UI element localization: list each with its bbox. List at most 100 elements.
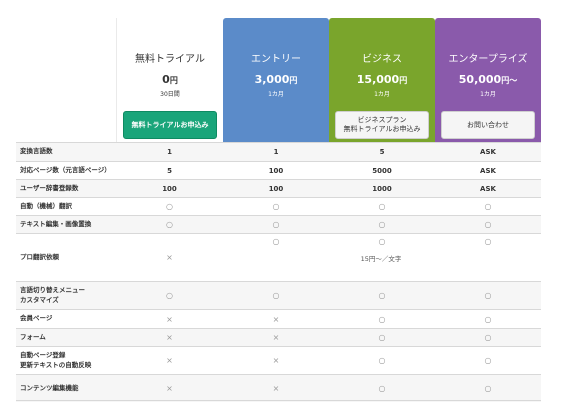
feature-label: 自動ページ登録 更新テキストの自動反映: [20, 347, 91, 374]
available-mark: ○: [272, 202, 280, 211]
plan-period: 1カ月: [268, 91, 284, 98]
button-label: 無料トライアルお申込み: [131, 120, 209, 129]
table-row: 言語切り替えメニュー カスタマイズ ○ ○ ○ ○: [16, 281, 541, 309]
available-mark: ○: [378, 333, 386, 342]
feature-label-line: 自動（機械）翻訳: [20, 201, 72, 210]
price-unit: 円: [169, 76, 178, 85]
button-label-line1: ビジネスプラン: [357, 116, 407, 125]
contact-button[interactable]: お問い合わせ: [441, 111, 535, 139]
feature-label-line: ユーザー辞書登録数: [20, 183, 79, 192]
feature-label: プロ翻訳依頼: [20, 234, 59, 281]
unavailable-mark: ×: [166, 253, 173, 262]
available-mark: ○: [484, 220, 492, 229]
plan-free-trial: 無料トライアル 0円 30日間 無料トライアルお申込み: [116, 18, 223, 142]
plan-name: エントリー: [251, 54, 301, 65]
table-row: フォーム × × ○ ○: [16, 328, 541, 346]
available-mark: ○: [484, 356, 492, 365]
unavailable-mark: ×: [272, 333, 280, 342]
available-mark: ○: [166, 291, 173, 300]
unavailable-mark: ×: [166, 384, 173, 393]
free-trial-apply-button[interactable]: 無料トライアルお申込み: [123, 111, 217, 139]
table-row: コンテンツ編集機能 × × ○ ○: [16, 374, 541, 402]
pro-translation-price-note: 15円〜／文字: [228, 249, 534, 267]
table-row: テキスト編集・画像置換 ○ ○ ○ ○: [16, 215, 541, 233]
feature-value: ASK: [480, 166, 496, 175]
available-mark: ○: [166, 220, 173, 229]
available-mark: ○: [378, 220, 386, 229]
table-row: 変換言語数 1 1 5 ASK: [16, 142, 541, 161]
plan-price: 3,000円: [223, 73, 329, 86]
price-unit: 円〜: [501, 76, 518, 85]
feature-label-line: 会員ページ: [20, 314, 53, 323]
feature-value: 100: [268, 166, 284, 175]
available-mark: ○: [272, 237, 280, 246]
price-unit: 円: [399, 76, 408, 85]
price-value: 0: [162, 73, 170, 86]
feature-label-line: コンテンツ編集機能: [20, 383, 79, 392]
available-mark: ○: [272, 220, 280, 229]
available-mark: ○: [484, 314, 492, 324]
business-trial-apply-button[interactable]: ビジネスプラン 無料トライアルお申込み: [335, 111, 429, 139]
available-mark: ○: [378, 291, 386, 300]
feature-value: 100: [268, 184, 284, 193]
feature-value: 5: [167, 166, 172, 175]
feature-label-line: 変換言語数: [20, 147, 53, 156]
feature-label-line: カスタマイズ: [20, 295, 59, 304]
feature-value: 5: [379, 148, 385, 156]
plan-period: 1カ月: [480, 91, 496, 98]
feature-label: テキスト編集・画像置換: [20, 216, 91, 233]
price-value: 15,000: [356, 73, 400, 86]
plan-name: ビジネス: [362, 54, 402, 65]
feature-label-line: 自動ページ登録: [20, 351, 66, 360]
unavailable-mark: ×: [272, 384, 280, 393]
button-label-line2: 無料トライアルお申込み: [343, 125, 421, 133]
unavailable-mark: ×: [272, 356, 280, 365]
feature-label-line: プロ翻訳依頼: [20, 252, 59, 261]
plan-entry: エントリー 3,000円 1カ月: [223, 18, 329, 142]
feature-value: ASK: [480, 148, 496, 156]
feature-value: ASK: [480, 184, 496, 193]
plan-name: 無料トライアル: [135, 54, 205, 65]
table-row: 自動ページ登録 更新テキストの自動反映 × × ○ ○: [16, 346, 541, 374]
price-value: 50,000: [458, 73, 502, 86]
feature-label: ユーザー辞書登録数: [20, 180, 78, 197]
available-mark: ○: [484, 202, 492, 211]
feature-label-line: 対応ページ数（元言語ページ）: [20, 165, 111, 174]
feature-label-line: フォーム: [20, 332, 46, 341]
feature-value: 1: [273, 148, 279, 156]
feature-label: 変換言語数: [20, 143, 53, 161]
feature-label-line: 言語切り替えメニュー: [20, 286, 85, 295]
feature-label-line: 更新テキストの自動反映: [20, 360, 92, 369]
unavailable-mark: ×: [272, 314, 280, 324]
plan-price: 0円: [117, 73, 223, 86]
price-value: 3,000: [254, 73, 290, 86]
plan-period: 30日間: [160, 91, 180, 98]
feature-value: 5000: [372, 166, 392, 175]
unavailable-mark: ×: [166, 314, 173, 324]
feature-label: 言語切り替えメニュー カスタマイズ: [20, 282, 85, 309]
available-mark: ○: [484, 237, 492, 246]
available-mark: ○: [378, 237, 386, 246]
feature-label: 自動（機械）翻訳: [20, 198, 72, 215]
plan-period: 1カ月: [374, 91, 390, 98]
feature-label: 対応ページ数（元言語ページ）: [20, 162, 111, 179]
feature-label-line: テキスト編集・画像置換: [20, 219, 92, 228]
available-mark: ○: [378, 384, 386, 393]
table-bottom-divider: [16, 400, 541, 401]
feature-label: 会員ページ: [20, 310, 52, 328]
table-row: 対応ページ数（元言語ページ） 5 100 5000 ASK: [16, 161, 541, 179]
available-mark: ○: [484, 291, 492, 300]
feature-value: 100: [162, 184, 177, 193]
table-row: プロ翻訳依頼 × ○ ○ ○ 15円〜／文字: [16, 233, 541, 281]
available-mark: ○: [166, 202, 173, 211]
feature-comparison-table: 変換言語数 1 1 5 ASK 対応ページ数（元言語ページ） 5 100 5000 ASK ユーザー…: [16, 142, 541, 402]
available-mark: ○: [378, 314, 386, 324]
table-row: ユーザー辞書登録数 100 100 1000 ASK: [16, 179, 541, 197]
feature-value: 1: [167, 148, 172, 156]
available-mark: ○: [484, 384, 492, 393]
feature-label: コンテンツ編集機能: [20, 375, 79, 402]
button-label: お問い合わせ: [467, 120, 509, 129]
available-mark: ○: [272, 291, 280, 300]
available-mark: ○: [378, 356, 386, 365]
available-mark: ○: [378, 202, 386, 211]
